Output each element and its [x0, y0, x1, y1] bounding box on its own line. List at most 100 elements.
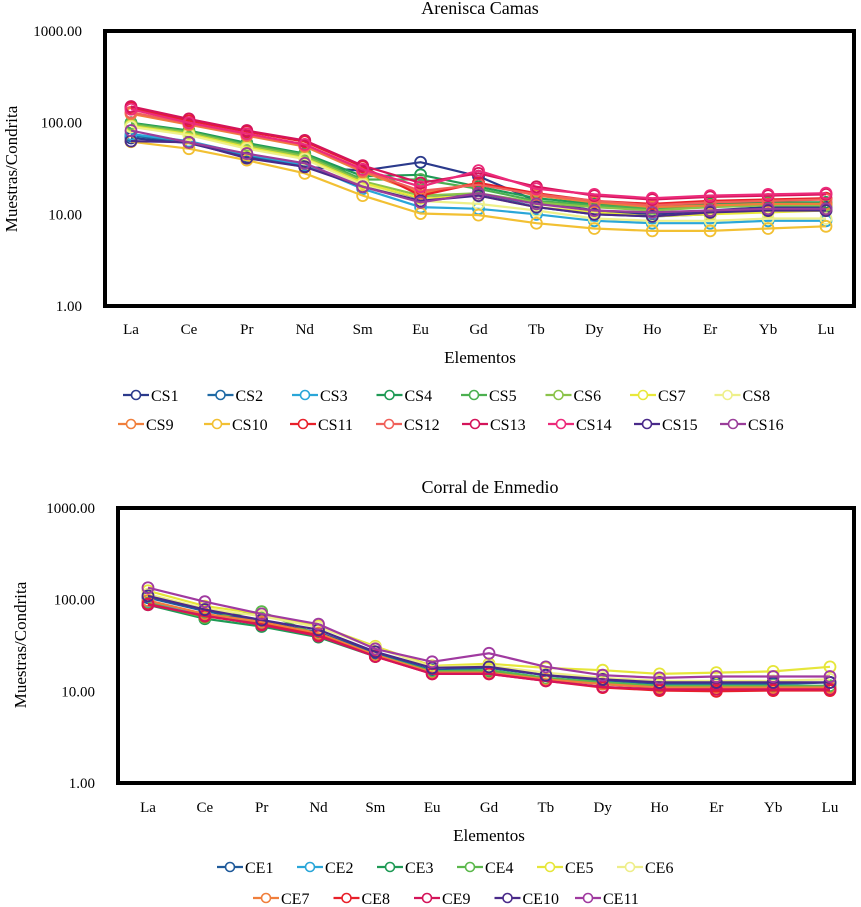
legend-label: CE5 [565, 860, 593, 877]
legend-item-cs5[interactable]: CS5 [461, 388, 517, 405]
x-tick-label: Ho [650, 800, 668, 816]
data-point [124, 120, 138, 134]
data-point [414, 180, 427, 194]
data-point [414, 155, 427, 169]
legend-item-cs4[interactable]: CS4 [376, 388, 433, 405]
legend-item-ce3[interactable]: CE3 [377, 860, 433, 877]
legend-marker-icon [727, 418, 739, 430]
legend-item-ce10[interactable]: CE10 [494, 891, 559, 907]
legend-label: CS9 [146, 417, 174, 434]
chart-title: Corral de Enmedio [422, 477, 559, 497]
legend-item-cs16[interactable]: CS16 [720, 417, 784, 434]
legend-label: CE10 [523, 891, 559, 907]
data-point [124, 102, 138, 116]
x-tick-label: Gd [469, 322, 488, 338]
data-point [356, 162, 370, 176]
legend-item-cs1[interactable]: CS1 [123, 388, 179, 405]
legend-item-ce9[interactable]: CE9 [414, 891, 470, 907]
legend-label: CS15 [662, 417, 698, 434]
x-tick-label: Nd [309, 800, 328, 816]
data-point [587, 222, 601, 235]
legend-item-ce7[interactable]: CE7 [253, 891, 309, 907]
legend-marker-icon [624, 861, 636, 873]
x-axis-label: Elementos [444, 348, 516, 367]
legend-item-ce8[interactable]: CE8 [333, 891, 390, 907]
legend-item-cs12[interactable]: CS12 [376, 417, 440, 434]
data-point [425, 655, 439, 669]
y-tick-label: 10.00 [61, 684, 95, 700]
legend-marker-icon [502, 892, 513, 904]
legend-item-cs9[interactable]: CS9 [118, 417, 174, 434]
data-point [298, 156, 312, 170]
x-tick-label: Dy [585, 322, 604, 338]
legend-label: CE1 [245, 860, 273, 877]
legend-item-cs2[interactable]: CS2 [207, 388, 264, 405]
data-point [596, 668, 610, 682]
x-tick-label: Yb [764, 800, 782, 816]
legend-item-ce6[interactable]: CE6 [617, 860, 673, 877]
legend-marker-icon [421, 892, 433, 904]
legend-item-ce1[interactable]: CE1 [217, 860, 273, 877]
x-tick-label: Ce [181, 322, 198, 338]
x-tick-label: Nd [296, 322, 315, 338]
legend-label: CS5 [489, 388, 517, 405]
data-point [761, 222, 775, 235]
data-point [823, 670, 837, 683]
data-point [645, 191, 659, 205]
series-line [130, 140, 827, 232]
data-point [298, 160, 312, 174]
x-tick-label: Eu [412, 322, 429, 338]
data-point [653, 667, 666, 681]
legend-marker-icon [297, 418, 309, 430]
y-tick-label: 1000.00 [33, 24, 82, 40]
series-cs13 [124, 100, 833, 206]
data-point [530, 204, 543, 217]
series-line [130, 108, 827, 200]
legend-label: CS10 [232, 417, 268, 434]
data-point [182, 112, 196, 126]
legend-item-ce2[interactable]: CE2 [297, 860, 353, 877]
data-point [298, 152, 312, 166]
data-point [819, 202, 833, 216]
legend-marker-icon [304, 861, 316, 873]
legend-item-cs11[interactable]: CS11 [290, 417, 353, 434]
legend-marker-icon [582, 892, 594, 904]
data-point [766, 670, 780, 683]
data-point [530, 216, 543, 230]
legend-label: CS11 [318, 417, 353, 434]
legend-label: CE7 [281, 891, 309, 907]
legend-item-ce4[interactable]: CE4 [457, 860, 513, 877]
x-tick-label: Gd [480, 800, 499, 816]
legend-item-cs15[interactable]: CS15 [634, 417, 698, 434]
legend-label: CS2 [236, 388, 264, 405]
legend-item-cs10[interactable]: CS10 [204, 417, 268, 434]
legend-label: CS6 [574, 388, 602, 405]
data-point [761, 202, 775, 216]
data-point [312, 617, 325, 631]
legend-item-ce5[interactable]: CE5 [537, 860, 593, 877]
y-tick-label: 10.00 [48, 207, 82, 223]
data-point [414, 176, 427, 190]
x-tick-label: Yb [759, 322, 777, 338]
legend-marker-icon [468, 389, 480, 401]
series-line [130, 129, 826, 214]
legend-item-cs6[interactable]: CS6 [545, 388, 602, 405]
legend-marker-icon [722, 389, 733, 401]
data-point [298, 134, 312, 147]
legend-item-ce11[interactable]: CE11 [575, 891, 639, 907]
x-tick-label: Dy [593, 800, 612, 816]
legend-item-cs7[interactable]: CS7 [630, 388, 686, 405]
data-point [141, 589, 155, 603]
chart-arenisca-camas: Arenisca Camas 1000.00 100.00 10.00 1.00 La… [2, 0, 856, 434]
legend-item-cs14[interactable]: CS14 [548, 417, 612, 434]
legend-marker-icon [211, 418, 223, 430]
data-point [645, 209, 659, 223]
data-point [255, 607, 269, 621]
legend-item-cs3[interactable]: CS3 [292, 388, 348, 405]
legend-item-cs13[interactable]: CS13 [462, 417, 526, 434]
x-tick-label: Ho [643, 322, 661, 338]
legend-item-cs8[interactable]: CS8 [714, 388, 771, 405]
legend-marker-icon [341, 892, 352, 904]
legend-marker-icon [260, 892, 272, 904]
